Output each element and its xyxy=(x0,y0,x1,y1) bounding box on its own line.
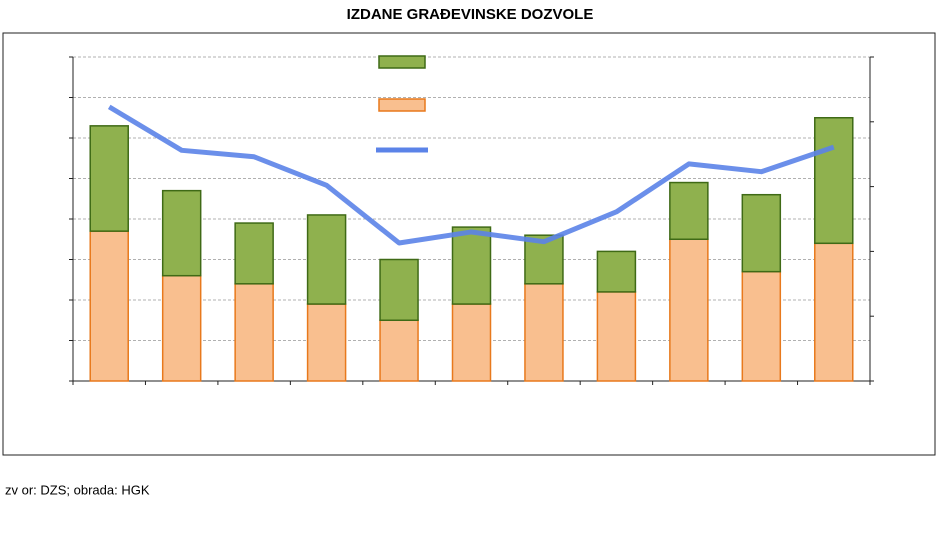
bar xyxy=(596,250,637,293)
bar xyxy=(814,117,854,245)
line xyxy=(107,104,835,246)
bar xyxy=(89,230,129,382)
bar xyxy=(89,125,129,232)
bar xyxy=(596,291,637,382)
source-note: zv or: DZS; obrada: HGK xyxy=(5,482,150,497)
bar xyxy=(524,283,564,382)
bar xyxy=(234,222,274,285)
legend-swatch xyxy=(378,98,426,112)
chart-title: IZDANE GRAĐEVINSKE DOZVOLE xyxy=(347,6,594,23)
bar xyxy=(306,303,347,382)
bar xyxy=(814,242,854,382)
bar xyxy=(451,226,492,305)
bar xyxy=(669,238,709,382)
chart-frame xyxy=(2,32,936,456)
bar xyxy=(161,274,202,382)
bar xyxy=(741,270,782,382)
bar xyxy=(669,181,709,241)
bar xyxy=(451,303,492,382)
bar xyxy=(741,193,782,273)
bar xyxy=(161,189,202,277)
bar xyxy=(379,319,419,382)
bar xyxy=(234,283,274,382)
legend-swatch xyxy=(378,55,426,69)
bar xyxy=(379,258,419,321)
bar xyxy=(306,214,347,305)
